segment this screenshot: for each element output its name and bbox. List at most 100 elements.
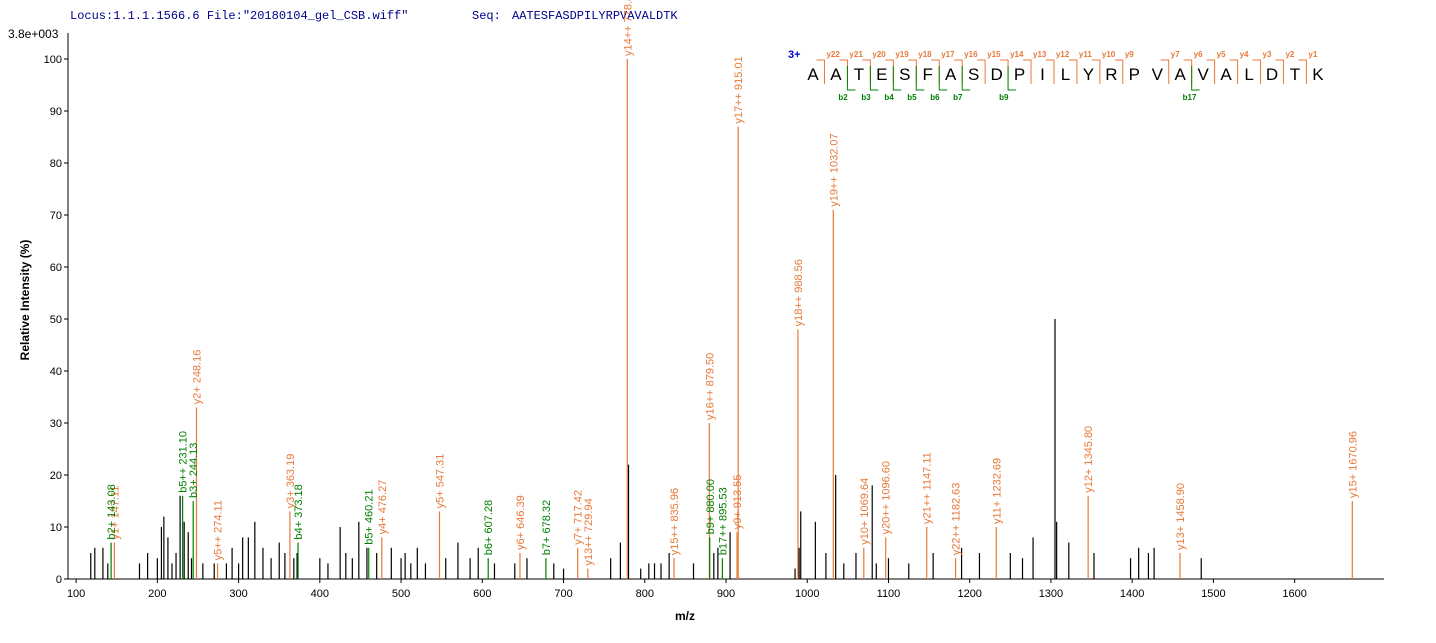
- peak-label: b17++ 895.53: [717, 487, 729, 555]
- peak-label: y19++ 1032.07: [828, 133, 840, 206]
- b-ion-label: b5: [907, 93, 917, 102]
- peak-label: b6+ 607.28: [483, 500, 495, 555]
- y-ion-label: y3: [1263, 50, 1272, 59]
- y-ion-label: y6: [1194, 50, 1203, 59]
- x-tick-label: 1500: [1201, 588, 1225, 600]
- y-tick-label: 10: [50, 522, 62, 534]
- b-ion-mark: [938, 66, 948, 91]
- peak-label: b5+ 460.21: [364, 489, 376, 544]
- y-ion-mark: [1275, 59, 1284, 84]
- peak-label: y12+ 1345.80: [1083, 426, 1095, 493]
- y-ion-label: y5: [1217, 50, 1226, 59]
- peak-label: y14++ 778.47: [622, 0, 634, 56]
- residue: K: [1312, 65, 1324, 84]
- x-tick-label: 100: [67, 588, 85, 600]
- peak-label: y21++ 1147.11: [922, 452, 934, 524]
- peak-label: y22++ 1182.63: [951, 483, 963, 556]
- peak-label: y3+ 363.19: [285, 454, 297, 509]
- y-ion-label: y10: [1102, 50, 1116, 59]
- residue: P: [1014, 65, 1025, 84]
- y-axis-label: Relative Intensity (%): [18, 240, 32, 361]
- y-tick-label: 0: [56, 574, 62, 586]
- y-ion-label: y15: [987, 50, 1001, 59]
- residue: D: [1266, 65, 1278, 84]
- peak-label: b3+ 244.13: [188, 443, 200, 498]
- residue: A: [807, 65, 819, 84]
- y-ion-label: y19: [895, 50, 909, 59]
- y-tick-label: 80: [50, 158, 62, 170]
- b-ion-mark: [1007, 66, 1017, 91]
- b-ion-label: b3: [861, 93, 871, 102]
- peak-label: y15+ 1670.96: [1347, 431, 1359, 498]
- charge: 3+: [788, 49, 801, 61]
- sequence: AATESFASDPILYRPVAVALDTK: [512, 9, 678, 23]
- y-ion-label: y13: [1033, 50, 1047, 59]
- max-intensity: 3.8e+003: [8, 27, 59, 41]
- peak-label: y16++ 879.50: [704, 353, 716, 420]
- b-ion-label: b7: [953, 93, 963, 102]
- peak-label: y10+ 1069.64: [859, 478, 871, 545]
- peak-label: y15++ 835.96: [669, 488, 681, 555]
- residue: I: [1040, 65, 1045, 84]
- peak-label: b4+ 373.18: [293, 484, 305, 539]
- residue: S: [968, 65, 979, 84]
- y-tick-label: 90: [50, 106, 62, 118]
- y-ion-mark: [1023, 59, 1032, 84]
- y-ion-mark: [1068, 59, 1078, 84]
- peak-label: y1+ 147.11: [109, 486, 121, 540]
- y-ion-label: y7: [1171, 50, 1180, 59]
- residue: L: [1244, 65, 1253, 84]
- x-tick-label: 1300: [1039, 588, 1063, 600]
- x-tick-label: 900: [717, 588, 735, 600]
- peak-label: y20++ 1096.60: [881, 461, 893, 534]
- y-tick-label: 20: [50, 470, 62, 482]
- residue: A: [1220, 65, 1232, 84]
- x-tick-label: 300: [229, 588, 247, 600]
- peak-label: y6+ 646.39: [515, 495, 527, 550]
- residue: V: [1152, 65, 1164, 84]
- b-ion-mark: [892, 66, 902, 91]
- x-tick-label: 1200: [957, 588, 981, 600]
- residue: F: [923, 65, 933, 84]
- peak-label: b2+ 143.08: [106, 484, 118, 539]
- y-ion-label: y9: [1125, 50, 1134, 59]
- x-tick-label: 1100: [877, 588, 901, 600]
- peak-label: y17++ 915.01: [733, 56, 745, 123]
- seq-label: Seq:: [472, 9, 501, 23]
- residue: R: [1105, 65, 1117, 84]
- x-axis-label: m/z: [675, 609, 695, 623]
- y-ion-mark: [1160, 59, 1170, 84]
- x-tick-label: 500: [392, 588, 410, 600]
- b-ion-mark: [961, 66, 971, 91]
- residue: T: [854, 65, 864, 84]
- b-ion-label: b9: [999, 93, 1009, 102]
- b-ion-label: b4: [884, 93, 894, 102]
- peak-label: y4+ 476.27: [377, 480, 389, 535]
- y-ion-mark: [1206, 59, 1216, 84]
- peak-label: b9+ 880.00: [705, 479, 717, 534]
- b-ion-mark: [869, 66, 879, 91]
- y-ion-label: y21: [849, 50, 863, 59]
- x-tick-label: 600: [473, 588, 491, 600]
- y-tick-label: 40: [50, 366, 62, 378]
- residue: V: [1197, 65, 1209, 84]
- x-tick-label: 200: [148, 588, 166, 600]
- peak-label: y11+ 1232.69: [991, 458, 1003, 524]
- peak-label: b7+ 678.32: [541, 500, 553, 555]
- b-ion-mark: [915, 66, 925, 91]
- b-ion-mark: [846, 66, 856, 91]
- residue: Y: [1083, 65, 1094, 84]
- y-ion-mark: [1298, 59, 1307, 84]
- y-tick-label: 60: [50, 262, 62, 274]
- y-ion-label: y18: [918, 50, 932, 59]
- y-ion-label: y1: [1308, 50, 1317, 59]
- y-tick-label: 100: [44, 54, 62, 66]
- residue: A: [830, 65, 842, 84]
- b-ion-label: b2: [838, 93, 848, 102]
- peak-label: y18++ 988.56: [793, 259, 805, 326]
- y-ion-label: y16: [964, 50, 978, 59]
- y-ion-mark: [1091, 59, 1101, 84]
- x-tick-label: 1000: [795, 588, 819, 600]
